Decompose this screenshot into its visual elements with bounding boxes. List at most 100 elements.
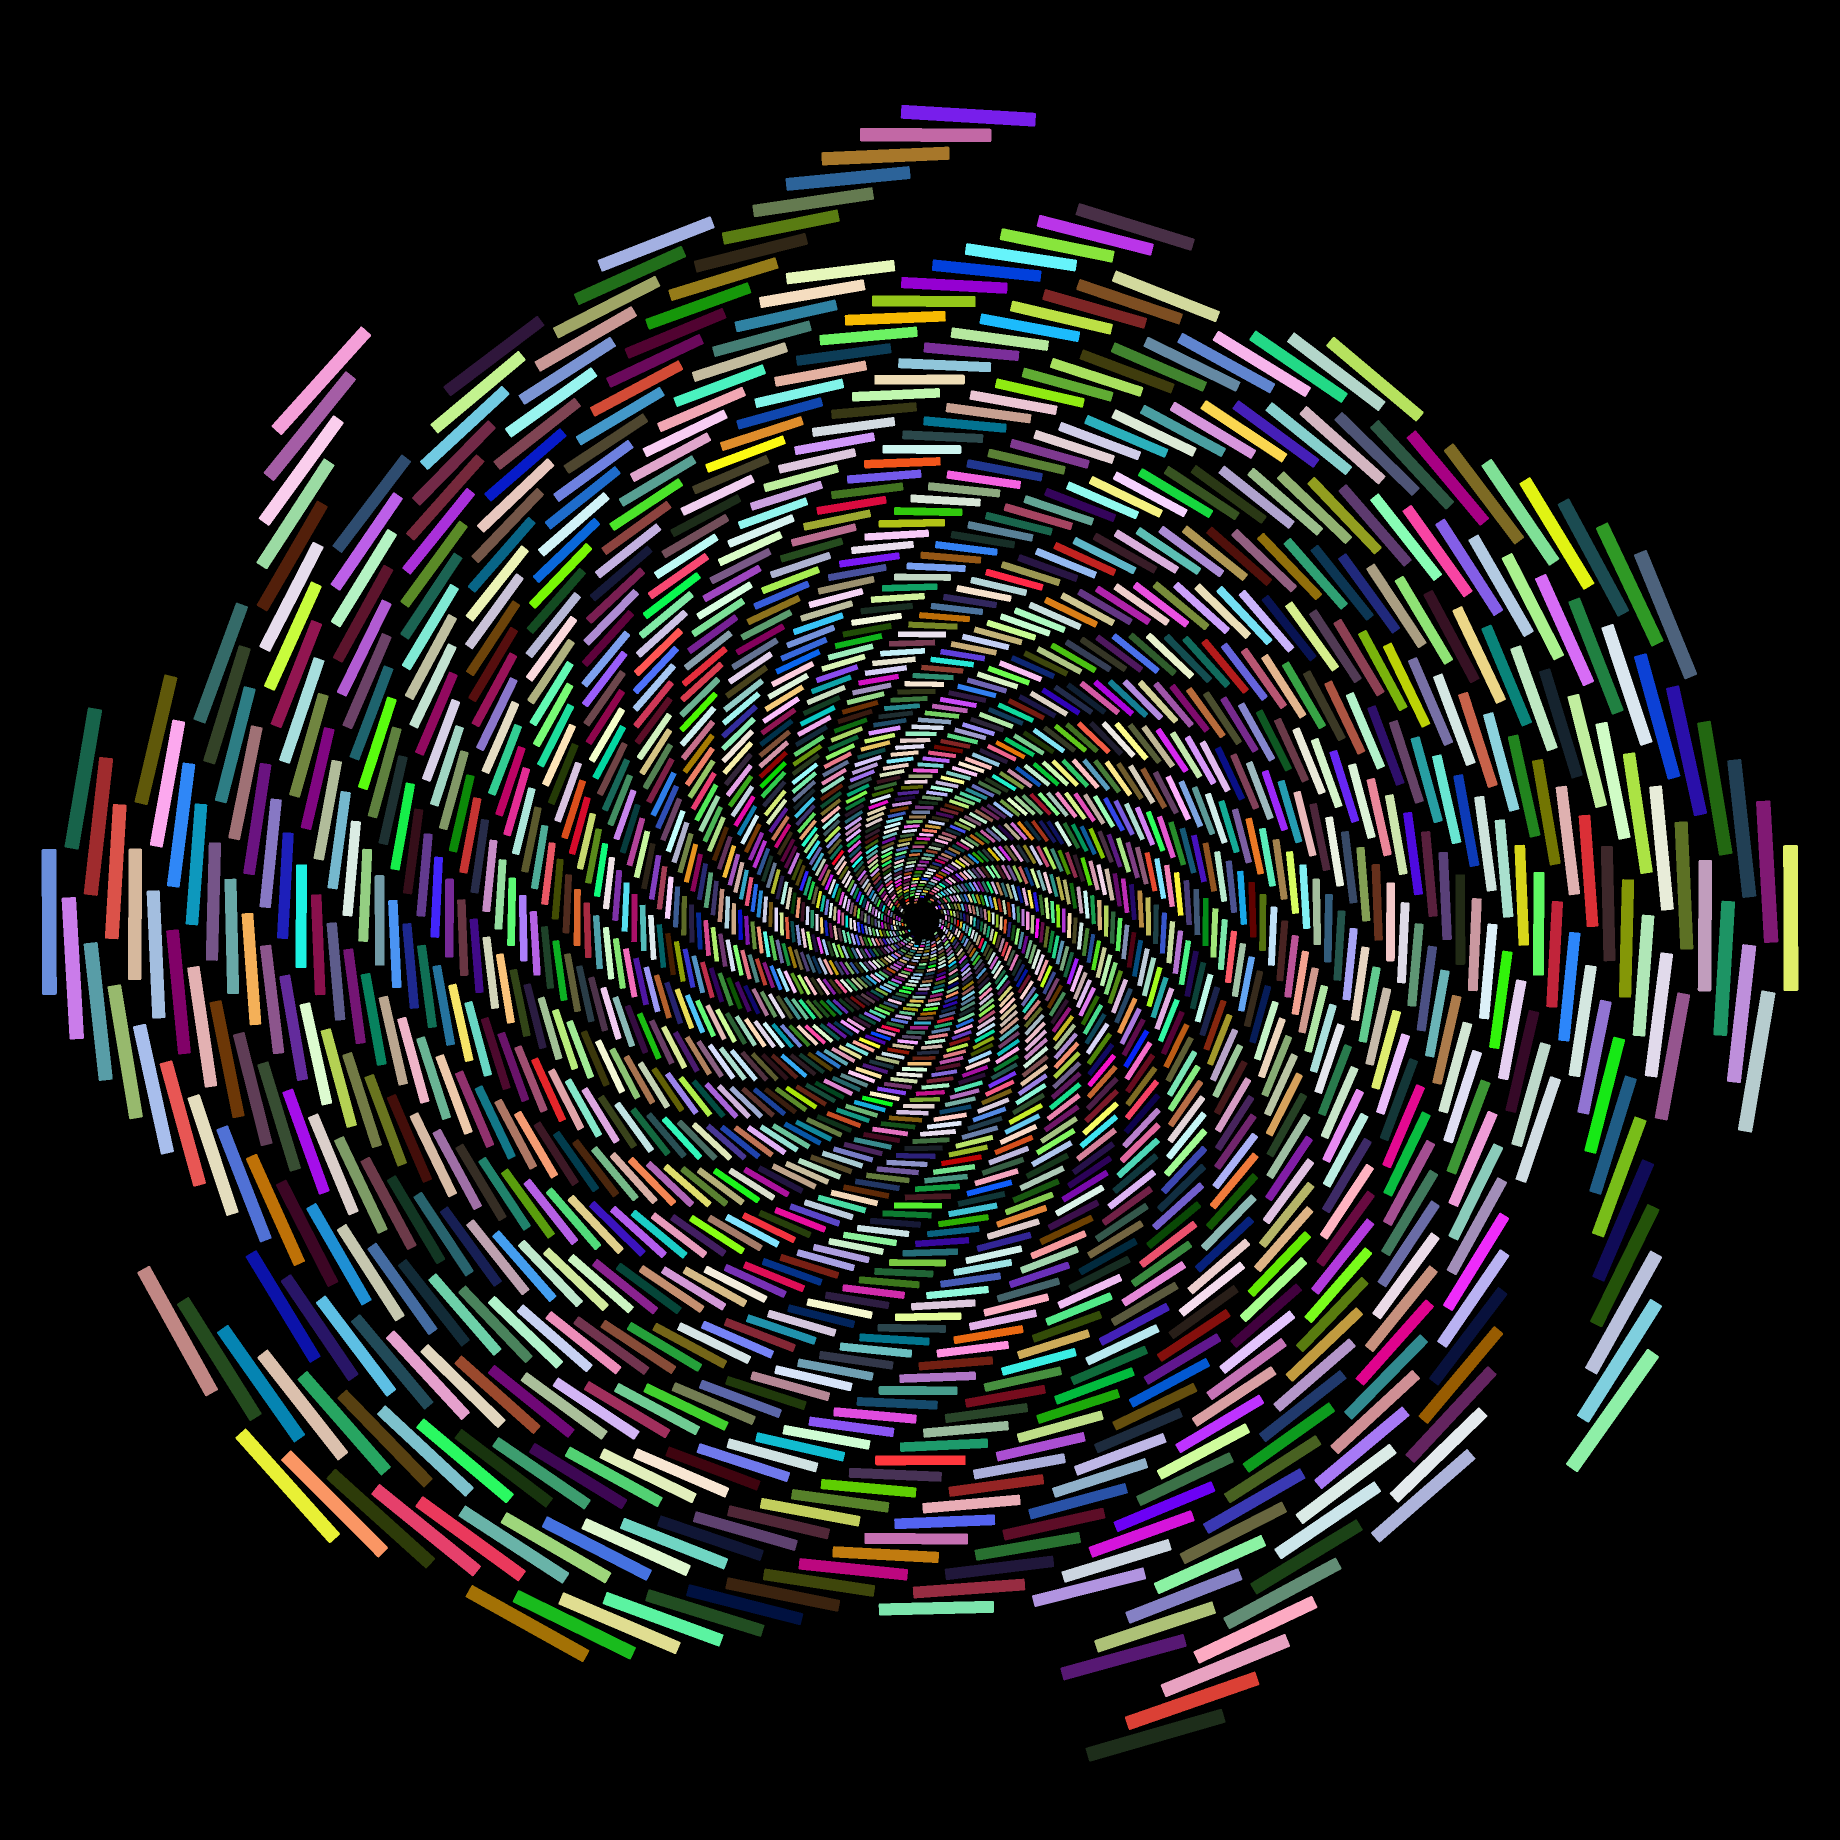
spiral-segment (107, 984, 143, 1120)
spiral-segment (915, 892, 921, 896)
spiral-segment (999, 228, 1115, 263)
spiral-segment (1050, 847, 1064, 873)
spiral-segment (349, 665, 394, 761)
spiral-segment (862, 1063, 889, 1075)
spiral-segment (525, 615, 578, 682)
spiral-segment (1592, 1159, 1655, 1282)
spiral-segment (894, 1312, 962, 1322)
spiral-segment (874, 1006, 891, 1016)
spiral-segment (903, 967, 913, 972)
spiral-segment (836, 860, 848, 876)
spiral-segment (1098, 1303, 1170, 1346)
spiral-segment (1291, 950, 1310, 1016)
spiral-segment (760, 770, 787, 799)
spiral-segment (1277, 471, 1353, 544)
spiral-segment (1568, 597, 1624, 715)
spiral-segment (727, 1505, 830, 1540)
spiral-segment (1224, 930, 1238, 984)
spiral-segment (1130, 1240, 1193, 1287)
spiral-segment (902, 1248, 959, 1257)
spiral-segment (1161, 1145, 1208, 1195)
spiral-segment (982, 923, 987, 935)
spiral-segment (821, 869, 832, 887)
spiral-segment (983, 908, 987, 920)
spiral-segment (416, 1036, 451, 1120)
spiral-segment (532, 517, 601, 583)
spiral-segment (1053, 1051, 1081, 1080)
spiral-segment (948, 1036, 971, 1047)
spiral-segment (257, 1061, 301, 1172)
spiral-segment (1314, 1023, 1345, 1094)
spiral-segment (696, 1443, 791, 1482)
spiral-segment (104, 804, 127, 940)
spiral-segment (1167, 1095, 1206, 1144)
spiral-segment (865, 817, 883, 828)
spiral-segment (1030, 868, 1041, 889)
spiral-segment (820, 1479, 917, 1498)
spiral-segment (810, 674, 852, 695)
spiral-segment (1453, 774, 1480, 868)
spiral-segment (737, 909, 743, 940)
spiral-segment (821, 1150, 864, 1169)
spiral-segment (961, 722, 996, 737)
spiral-segment (531, 1057, 566, 1123)
spiral-segment (1418, 1326, 1504, 1424)
spiral-segment (969, 833, 985, 846)
spiral-segment (838, 1044, 863, 1060)
spiral-segment (602, 856, 616, 910)
spiral-segment (882, 831, 898, 840)
spiral-segment (893, 963, 902, 969)
spiral-segment (922, 1006, 939, 1012)
spiral-segment (871, 917, 874, 926)
spiral-segment (1220, 642, 1268, 701)
spiral-segment (925, 849, 938, 854)
spiral-segment (1299, 406, 1386, 485)
spiral-segment (897, 1039, 918, 1045)
spiral-segment (1443, 1212, 1510, 1311)
spiral-segment (871, 872, 881, 882)
spiral-segment (599, 1448, 697, 1504)
spiral-segment (887, 998, 903, 1006)
spiral-segment (926, 1076, 954, 1084)
spiral-segment (1006, 864, 1018, 882)
spiral-segment (468, 626, 518, 703)
spiral-segment (943, 903, 948, 910)
spiral-segment (858, 961, 869, 973)
spiral-segment (906, 819, 923, 824)
spiral-segment (926, 1225, 980, 1238)
spiral-segment (931, 889, 937, 894)
spiral-segment (378, 755, 408, 846)
spiral-segment (820, 805, 841, 824)
spiral-segment (967, 1115, 1003, 1132)
spiral-segment (971, 905, 976, 915)
spiral-segment (1367, 705, 1405, 786)
spiral-segment (651, 1067, 685, 1112)
spiral-segment (949, 886, 957, 894)
spiral-segment (336, 599, 392, 697)
spiral-segment (920, 1011, 937, 1016)
spiral-segment (723, 752, 753, 787)
spiral-segment (955, 1017, 975, 1029)
spiral-segment (954, 795, 976, 806)
spiral-segment (890, 750, 919, 757)
spiral-segment (624, 308, 727, 359)
spiral-segment (1437, 1249, 1510, 1348)
spiral-segment (514, 1045, 548, 1113)
spiral-segment (999, 798, 1021, 817)
spiral-segment (808, 1416, 895, 1438)
spiral-segment (868, 725, 901, 736)
spiral-segment (1215, 746, 1245, 801)
spiral-segment (963, 938, 969, 947)
spiral-segment (1201, 1194, 1257, 1251)
spiral-segment (725, 1214, 780, 1248)
spiral-segment (934, 894, 940, 899)
spiral-segment (850, 947, 859, 960)
spiral-segment (686, 1584, 804, 1626)
spiral-segment (987, 1070, 1017, 1089)
spiral-segment (930, 602, 984, 616)
spiral-segment (826, 1110, 862, 1129)
spiral-segment (846, 1017, 866, 1032)
spiral-segment (919, 860, 930, 864)
spiral-segment (966, 868, 977, 880)
spiral-segment (754, 378, 845, 408)
